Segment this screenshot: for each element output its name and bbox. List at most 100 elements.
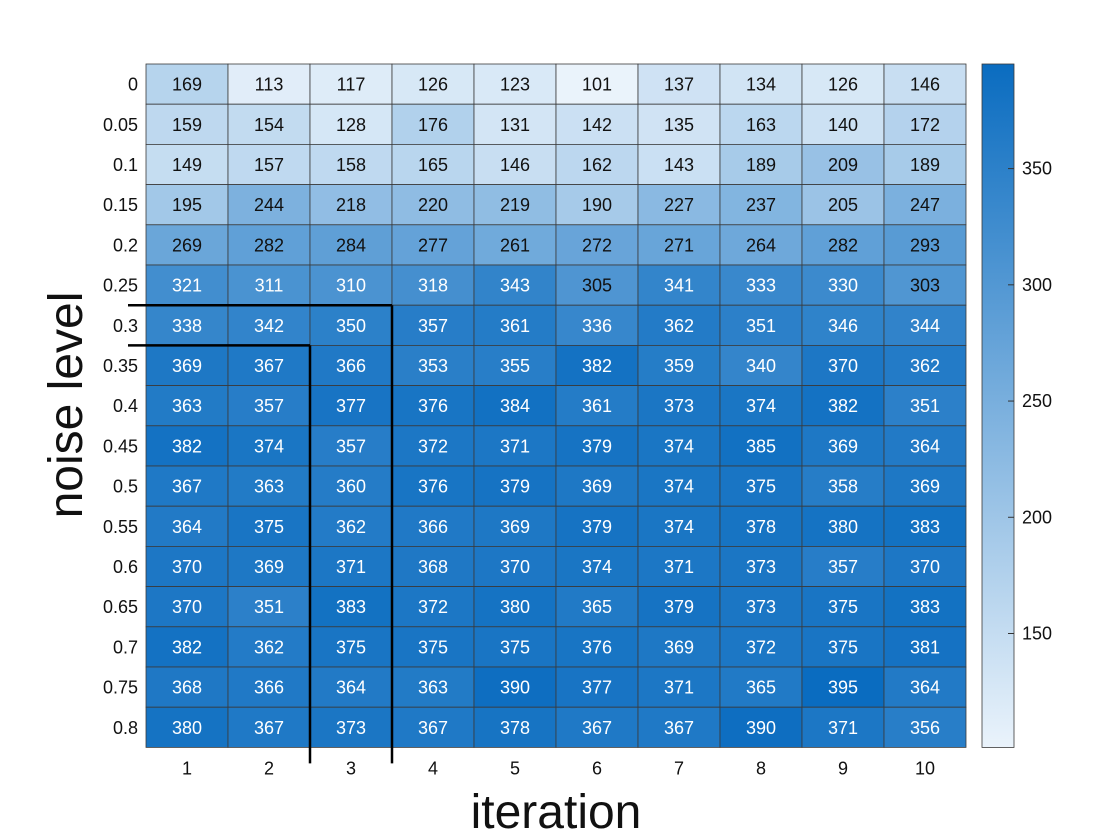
colorbar: 150 200 250 300 350: [981, 63, 1052, 748]
heatmap-value-label: 376: [418, 396, 448, 416]
heatmap-cell: [637, 143, 721, 185]
heatmap-cell: [473, 264, 557, 306]
heatmap-cell: [883, 224, 967, 266]
heatmap-cell: [801, 626, 885, 668]
heatmap-value-label: 346: [828, 316, 858, 336]
heatmap-cell: [555, 304, 639, 346]
heatmap-value-label: 205: [828, 195, 858, 215]
colorbar-tick-label: 200: [1022, 507, 1052, 527]
y-tick-label: 0: [128, 75, 138, 95]
heatmap-value-label: 378: [746, 517, 776, 537]
heatmap-value-label: 362: [664, 316, 694, 336]
heatmap-cell: [719, 224, 803, 266]
heatmap-value-label: 363: [418, 678, 448, 698]
heatmap-value-label: 261: [500, 235, 530, 255]
y-tick-label: 0.6: [113, 557, 138, 577]
heatmap-value-label: 367: [418, 718, 448, 738]
heatmap-cell: [637, 706, 721, 748]
heatmap-cell: [145, 546, 229, 588]
heatmap-value-label: 378: [500, 718, 530, 738]
heatmap-cell: [719, 626, 803, 668]
x-tick-label: 1: [182, 758, 192, 778]
heatmap-value-label: 272: [582, 235, 612, 255]
heatmap-cell: [883, 465, 967, 507]
heatmap-value-label: 372: [746, 637, 776, 657]
y-tick-label: 0.7: [113, 637, 138, 657]
heatmap-value-label: 369: [664, 637, 694, 657]
x-tick-label: 9: [838, 758, 848, 778]
heatmap-value-label: 375: [418, 637, 448, 657]
heatmap-value-label: 126: [828, 75, 858, 95]
heatmap-cell: [227, 63, 311, 105]
heatmap-value-label: 367: [254, 718, 284, 738]
heatmap-value-label: 382: [582, 356, 612, 376]
heatmap-value-label: 369: [910, 477, 940, 497]
heatmap-value-label: 126: [418, 75, 448, 95]
heatmap-value-label: 162: [582, 155, 612, 175]
heatmap-cell: [637, 304, 721, 346]
heatmap-value-label: 336: [582, 316, 612, 336]
heatmap-cell: [719, 425, 803, 467]
heatmap-value-label: 361: [582, 396, 612, 416]
heatmap-cell: [309, 465, 393, 507]
heatmap-cell: [555, 706, 639, 748]
heatmap-cell: [883, 425, 967, 467]
heatmap-value-label: 362: [910, 356, 940, 376]
heatmap-cell: [227, 103, 311, 145]
heatmap-value-label: 113: [255, 75, 284, 95]
heatmap-value-label: 220: [418, 195, 448, 215]
heatmap-cell: [719, 143, 803, 185]
heatmap-cell: [719, 706, 803, 748]
heatmap-value-label: 374: [664, 477, 694, 497]
heatmap-cell: [145, 385, 229, 427]
heatmap-cell: [637, 666, 721, 708]
heatmap-value-label: 380: [828, 517, 858, 537]
heatmap-cell: [883, 586, 967, 628]
heatmap-value-label: 158: [336, 155, 366, 175]
x-tick-label: 6: [592, 758, 602, 778]
heatmap-cell: [391, 264, 475, 306]
y-tick-label: 0.3: [113, 316, 138, 336]
heatmap-cell: [391, 465, 475, 507]
heatmap-cell: [801, 586, 885, 628]
heatmap-cell: [227, 143, 311, 185]
heatmap-cell: [145, 304, 229, 346]
heatmap-cell: [719, 385, 803, 427]
heatmap-value-label: 357: [336, 436, 366, 456]
heatmap-value-label: 357: [254, 396, 284, 416]
heatmap-cell: [801, 425, 885, 467]
x-axis-label: iteration: [471, 786, 642, 839]
heatmap-value-label: 357: [418, 316, 448, 336]
heatmap-value-label: 237: [746, 195, 776, 215]
heatmap-value-label: 154: [254, 115, 284, 135]
heatmap-value-label: 357: [828, 557, 858, 577]
heatmap-value-label: 169: [172, 75, 202, 95]
x-axis-tick-labels: 1 2 3 4 5 6 7 8 9 10: [182, 758, 935, 778]
heatmap-value-label: 310: [336, 276, 366, 296]
heatmap-value-label: 390: [746, 718, 776, 738]
heatmap-cell: [391, 103, 475, 145]
heatmap-value-label: 358: [828, 477, 858, 497]
heatmap-value-label: 384: [500, 396, 530, 416]
heatmap-value-label: 343: [500, 276, 530, 296]
heatmap-value-label: 149: [172, 155, 202, 175]
heatmap-value-label: 383: [336, 597, 366, 617]
heatmap-cell: [391, 546, 475, 588]
heatmap-cell: [801, 546, 885, 588]
heatmap-cell: [637, 546, 721, 588]
heatmap-cell: [883, 385, 967, 427]
heatmap-cell: [555, 63, 639, 105]
heatmap-cell: [227, 666, 311, 708]
heatmap-value-label: 373: [746, 557, 776, 577]
heatmap-cell: [309, 63, 393, 105]
heatmap-value-label: 271: [664, 235, 694, 255]
heatmap-value-label: 351: [746, 316, 776, 336]
heatmap-value-label: 390: [500, 678, 530, 698]
heatmap-value-label: 375: [500, 637, 530, 657]
heatmap-value-label: 370: [500, 557, 530, 577]
heatmap-value-label: 218: [336, 195, 366, 215]
y-tick-label: 0.1: [113, 155, 138, 175]
heatmap-value-label: 369: [500, 517, 530, 537]
heatmap-cell: [555, 505, 639, 547]
heatmap-value-label: 318: [418, 276, 448, 296]
